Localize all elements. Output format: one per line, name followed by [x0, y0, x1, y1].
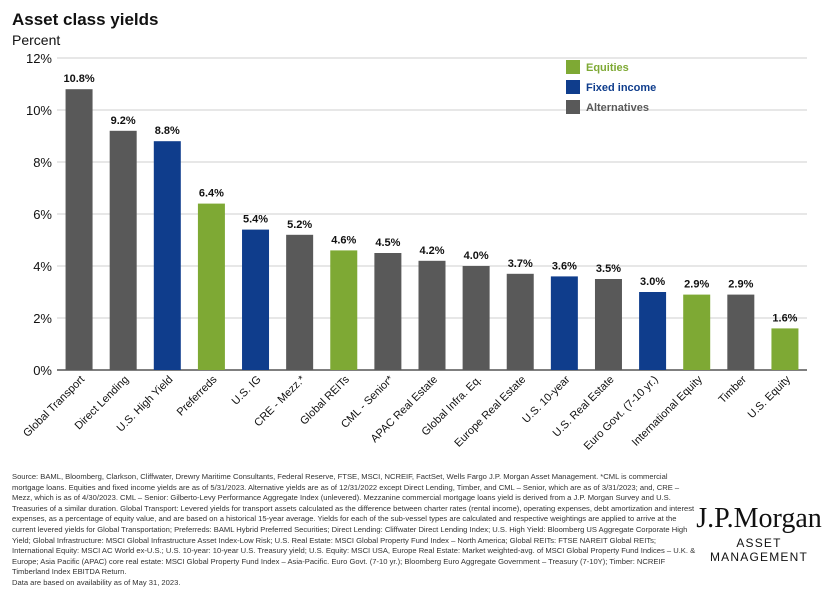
y-tick-label: 12% [26, 51, 52, 66]
y-tick-label: 6% [33, 207, 52, 222]
source-note: Source: BAML, Bloomberg, Clarkson, Cliff… [12, 472, 696, 589]
category-label: U.S. Equity [746, 373, 794, 421]
category-label: Preferreds [175, 373, 220, 418]
data-label: 3.0% [640, 276, 665, 288]
data-label: 5.2% [287, 219, 312, 231]
legend-label: Fixed income [586, 82, 656, 94]
bar [65, 89, 93, 370]
source-date: Data are based on availability as of May… [12, 577, 181, 587]
bar-chart: 10.8% 9.2% 8.8% 6.4% 5.4% 5.2% 4.6% 4.5% 4.2% 4.0… [21, 51, 807, 453]
legend-label: Equities [586, 62, 629, 74]
data-label: 9.2% [111, 115, 136, 127]
logo-wordmark: J.P.Morgan [696, 503, 822, 534]
jpmorgan-logo: J.P.Morgan ASSET MANAGEMENT [695, 503, 823, 565]
data-label: 4.6% [331, 234, 356, 246]
legend-swatch [566, 60, 580, 74]
y-tick-labels: 0% 2% 4% 6% 8% 10% 12% [26, 51, 52, 378]
bar [550, 276, 578, 370]
legend: Equities Fixed income Alternatives [566, 60, 656, 114]
source-text: Source: BAML, Bloomberg, Clarkson, Cliff… [12, 472, 696, 577]
bar [506, 273, 534, 370]
data-label: 4.5% [375, 237, 400, 249]
legend-swatch [566, 80, 580, 94]
data-label: 2.9% [684, 279, 709, 291]
legend-label: Alternatives [586, 102, 649, 114]
data-label: 5.4% [243, 214, 268, 226]
y-tick-label: 4% [33, 259, 52, 274]
bar [197, 203, 225, 370]
bar [153, 141, 181, 370]
y-tick-label: 0% [33, 363, 52, 378]
value-labels: 10.8% 9.2% 8.8% 6.4% 5.4% 5.2% 4.6% 4.5% 4.2% 4.0… [63, 73, 797, 324]
legend-swatch [566, 100, 580, 114]
logo-subtitle: ASSET MANAGEMENT [709, 536, 808, 564]
y-tick-label: 10% [26, 103, 52, 118]
data-label: 8.8% [155, 125, 180, 137]
bar [639, 292, 667, 370]
category-label: Timber [717, 373, 750, 406]
bar [683, 294, 711, 370]
bar [462, 266, 490, 370]
category-label: U.S. IG [230, 374, 264, 408]
data-label: 1.6% [772, 312, 797, 324]
category-label: Euro Govt. (7-10 yr.) [582, 374, 661, 453]
data-label: 3.6% [552, 260, 577, 272]
bar [330, 250, 358, 370]
bar [727, 294, 755, 370]
bar [109, 130, 137, 370]
bar [242, 229, 270, 370]
y-tick-label: 8% [33, 155, 52, 170]
data-label: 6.4% [199, 188, 224, 200]
bar [594, 279, 622, 370]
data-label: 3.7% [508, 258, 533, 270]
grid-lines [57, 57, 807, 371]
chart-subtitle: Percent [12, 32, 61, 48]
bar [374, 253, 402, 370]
bar [286, 234, 314, 370]
data-label: 4.2% [419, 245, 444, 257]
data-label: 3.5% [596, 263, 621, 275]
y-tick-label: 2% [33, 311, 52, 326]
chart-title: Asset class yields [12, 10, 159, 29]
bars [65, 89, 799, 370]
data-label: 4.0% [464, 250, 489, 262]
data-label: 10.8% [63, 73, 94, 85]
bar [771, 328, 799, 370]
bar [418, 260, 446, 370]
data-label: 2.9% [728, 279, 753, 291]
